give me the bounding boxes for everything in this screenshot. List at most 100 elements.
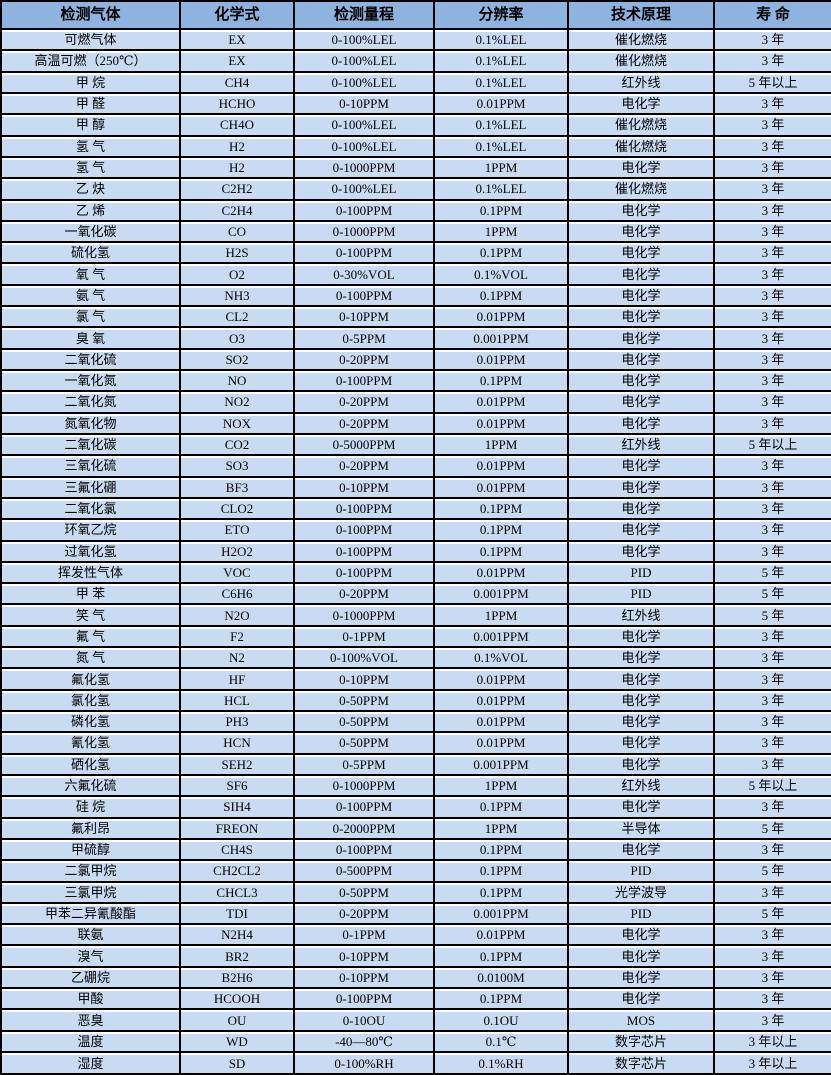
cell-principle: 电化学 [567, 198, 715, 222]
cell-lifespan: 3 年 [713, 688, 831, 713]
cell-formula: SD [179, 1051, 295, 1075]
cell-principle: MOS [567, 1008, 715, 1032]
cell-formula: SO3 [179, 454, 295, 478]
cell-principle: 红外线 [567, 432, 715, 457]
cell-gas: 甲苯二异氰酸酯 [0, 901, 181, 926]
table-row: 硒化氢 SEH2 0-5PPM 0.001PPM 电化学 3 年 [0, 752, 831, 776]
cell-resolution: 0.01PPM [433, 454, 569, 478]
cell-principle: 电化学 [567, 923, 715, 947]
cell-formula: CL2 [179, 305, 295, 329]
cell-gas: 三氧化硫 [0, 454, 181, 478]
cell-lifespan: 5 年 [713, 859, 831, 883]
cell-principle: 电化学 [567, 688, 715, 713]
cell-resolution: 0.0100M [433, 965, 569, 990]
cell-resolution: 0.01PPM [433, 560, 569, 585]
cell-principle: 电化学 [567, 326, 715, 350]
cell-formula: TDI [179, 901, 295, 926]
cell-resolution: 0.001PPM [433, 582, 569, 606]
cell-resolution: 0.01PPM [433, 390, 569, 414]
table-row: 温度 WD -40—80℃ 0.1℃ 数字芯片 3 年以上 [0, 1029, 831, 1054]
cell-range: 0-500PPM [293, 859, 435, 883]
cell-gas: 硫化氢 [0, 241, 181, 265]
cell-lifespan: 3 年以上 [713, 1029, 831, 1054]
cell-formula: WD [179, 1029, 295, 1054]
table-row: 三氧化硫 SO3 0-20PPM 0.01PPM 电化学 3 年 [0, 454, 831, 478]
cell-principle: 催化燃烧 [567, 134, 715, 158]
table-row: 磷化氢 PH3 0-50PPM 0.01PPM 电化学 3 年 [0, 709, 831, 734]
cell-formula: CLO2 [179, 496, 295, 521]
cell-range: 0-100PPM [293, 539, 435, 563]
cell-range: 0-5000PPM [293, 432, 435, 457]
cell-principle: 电化学 [567, 219, 715, 244]
cell-resolution: 0.1PPM [433, 837, 569, 862]
cell-resolution: 0.01PPM [433, 667, 569, 691]
table-row: 氨 气 NH3 0-100PPM 0.1PPM 电化学 3 年 [0, 283, 831, 308]
cell-range: 0-5PPM [293, 752, 435, 776]
table-row: 氟利昂 FREON 0-2000PPM 1PPM 半导体 5 年 [0, 816, 831, 840]
cell-principle: 电化学 [567, 539, 715, 563]
table-row: 氯 气 CL2 0-10PPM 0.01PPM 电化学 3 年 [0, 305, 831, 329]
table-row: 氟化氢 HF 0-10PPM 0.01PPM 电化学 3 年 [0, 667, 831, 691]
cell-gas: 二氧化碳 [0, 432, 181, 457]
cell-resolution: 0.1%LEL [433, 177, 569, 201]
table-row: 氯化氢 HCL 0-50PPM 0.01PPM 电化学 3 年 [0, 688, 831, 713]
cell-range: 0-2000PPM [293, 816, 435, 840]
cell-resolution: 0.001PPM [433, 326, 569, 350]
table-row: 挥发性气体 VOC 0-100PPM 0.01PPM PID 5 年 [0, 560, 831, 585]
table-row: 可燃气体 EX 0-100%LEL 0.1%LEL 催化燃烧 3 年 [0, 27, 831, 52]
table-row: 乙 烯 C2H4 0-100PPM 0.1PPM 电化学 3 年 [0, 198, 831, 222]
cell-gas: 温度 [0, 1029, 181, 1054]
cell-lifespan: 3 年 [713, 880, 831, 904]
cell-range: 0-100%LEL [293, 113, 435, 137]
cell-gas: 乙 炔 [0, 177, 181, 201]
cell-lifespan: 3 年 [713, 91, 831, 116]
cell-principle: 催化燃烧 [567, 113, 715, 137]
cell-range: 0-20PPM [293, 454, 435, 478]
cell-gas: 二氯甲烷 [0, 859, 181, 883]
cell-resolution: 0.1PPM [433, 198, 569, 222]
cell-formula: CHCL3 [179, 880, 295, 904]
cell-principle: 电化学 [567, 624, 715, 649]
table-row: 过氧化氢 H2O2 0-100PPM 0.1PPM 电化学 3 年 [0, 539, 831, 563]
cell-principle: 电化学 [567, 667, 715, 691]
cell-resolution: 0.1%LEL [433, 134, 569, 158]
cell-gas: 溴气 [0, 944, 181, 968]
cell-resolution: 0.01PPM [433, 923, 569, 947]
cell-resolution: 0.1PPM [433, 880, 569, 904]
cell-gas: 甲硫醇 [0, 837, 181, 862]
table-row: 二氧化硫 SO2 0-20PPM 0.01PPM 电化学 3 年 [0, 347, 831, 372]
cell-principle: 红外线 [567, 603, 715, 627]
cell-formula: N2O [179, 603, 295, 627]
cell-gas: 恶臭 [0, 1008, 181, 1032]
table-row: 氮氧化物 NOX 0-20PPM 0.01PPM 电化学 3 年 [0, 411, 831, 435]
table-row: 湿度 SD 0-100%RH 0.1%RH 数字芯片 3 年以上 [0, 1051, 831, 1075]
cell-resolution: 0.01PPM [433, 709, 569, 734]
cell-formula: C6H6 [179, 582, 295, 606]
cell-gas: 臭 氧 [0, 326, 181, 350]
cell-principle: 电化学 [567, 262, 715, 286]
cell-principle: 催化燃烧 [567, 49, 715, 73]
cell-lifespan: 3 年 [713, 923, 831, 947]
cell-resolution: 0.1PPM [433, 241, 569, 265]
cell-range: 0-1PPM [293, 624, 435, 649]
cell-principle: 电化学 [567, 752, 715, 776]
cell-range: 0-100PPM [293, 368, 435, 393]
cell-principle: PID [567, 901, 715, 926]
cell-range: 0-1000PPM [293, 155, 435, 180]
cell-formula: F2 [179, 624, 295, 649]
cell-gas: 氯化氢 [0, 688, 181, 713]
cell-resolution: 1PPM [433, 773, 569, 798]
cell-range: 0-100%LEL [293, 27, 435, 52]
cell-resolution: 0.1%LEL [433, 49, 569, 73]
cell-gas: 湿度 [0, 1051, 181, 1075]
cell-gas: 一氧化氮 [0, 368, 181, 393]
cell-gas: 联氨 [0, 923, 181, 947]
cell-resolution: 0.1%LEL [433, 70, 569, 94]
cell-lifespan: 3 年 [713, 624, 831, 649]
cell-gas: 硅 烷 [0, 795, 181, 819]
cell-resolution: 0.01PPM [433, 347, 569, 372]
cell-lifespan: 3 年 [713, 539, 831, 563]
table-row: 乙硼烷 B2H6 0-10PPM 0.0100M 电化学 3 年 [0, 965, 831, 990]
cell-formula: CH2CL2 [179, 859, 295, 883]
cell-formula: H2O2 [179, 539, 295, 563]
